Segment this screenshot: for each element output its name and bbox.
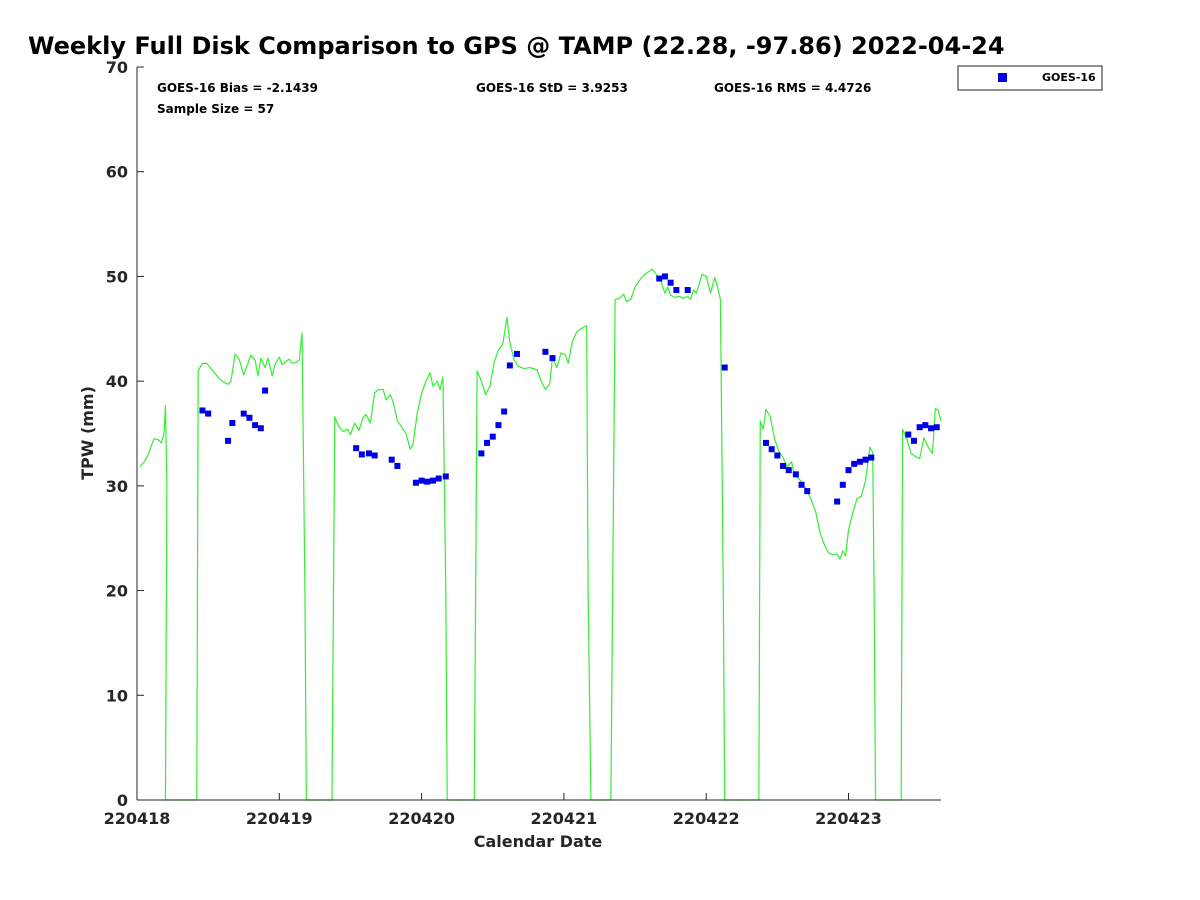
goes16-point-41 (792, 471, 799, 478)
goes16-point-38 (774, 452, 781, 459)
x-axis-ticks: 220418 220419 220420 220421 220422 220423 (104, 793, 882, 828)
goes16-point-0 (199, 407, 206, 414)
y-tick-label-40: 40 (106, 372, 128, 391)
goes16-point-32 (667, 279, 674, 286)
goes16-point-25 (501, 408, 508, 415)
goes16-point-56 (933, 424, 940, 431)
goes16-point-3 (229, 420, 236, 427)
x-tick-label-220420: 220420 (388, 809, 455, 828)
goes16-point-35 (721, 364, 728, 371)
goes16-point-45 (839, 481, 846, 488)
plot-background (137, 67, 941, 800)
gps-series (139, 268, 942, 801)
goes16-point-34 (684, 287, 691, 294)
goes16-point-16 (418, 477, 425, 484)
goes16-point-55 (928, 425, 935, 432)
goes16-point-5 (246, 414, 253, 421)
x-tick-label-220423: 220423 (815, 809, 882, 828)
goes16-point-13 (388, 456, 395, 463)
goes16-point-44 (834, 498, 841, 505)
goes16-point-4 (240, 410, 247, 417)
goes16-point-15 (412, 479, 419, 486)
goes16-point-18 (429, 477, 436, 484)
y-tick-label-70: 70 (106, 58, 128, 77)
goes16-point-52 (910, 437, 917, 444)
goes16-point-6 (252, 422, 259, 429)
plot-area: 0 10 20 30 40 50 60 70 220418 220419 220420 220421… (104, 58, 942, 828)
goes16-point-14 (394, 462, 401, 469)
goes16-point-29 (549, 355, 556, 362)
goes16-point-31 (661, 273, 668, 280)
goes16-point-47 (851, 460, 858, 467)
goes16-point-22 (484, 439, 491, 446)
goes16-point-9 (353, 445, 360, 452)
goes16-point-24 (495, 422, 502, 429)
goes16-point-40 (785, 467, 792, 474)
goes16-point-54 (922, 422, 929, 429)
goes16-point-42 (798, 481, 805, 488)
y-axis-ticks: 0 10 20 30 40 50 60 70 (106, 58, 144, 810)
rms-stat: GOES-16 RMS = 4.4726 (714, 81, 871, 95)
goes16-point-8 (262, 387, 269, 394)
y-tick-label-20: 20 (106, 582, 128, 601)
goes16-point-2 (225, 437, 232, 444)
legend: GOES-16 (957, 65, 1103, 91)
legend-goes16-label: GOES-16 (1042, 71, 1096, 84)
goes16-series (199, 273, 940, 505)
y-tick-label-0: 0 (117, 791, 128, 810)
goes16-point-19 (435, 475, 442, 482)
goes16-point-50 (868, 454, 875, 461)
goes16-point-11 (365, 450, 372, 457)
std-stat: GOES-16 StD = 3.9253 (476, 81, 628, 95)
y-axis-label: TPW (mm) (78, 386, 97, 480)
goes16-point-27 (513, 350, 520, 357)
legend-box (957, 65, 1103, 91)
x-tick-label-220421: 220421 (531, 809, 598, 828)
bias-stat: GOES-16 Bias = -2.1439 (157, 81, 318, 95)
legend-goes16-marker (998, 73, 1007, 82)
y-tick-label-60: 60 (106, 163, 128, 182)
goes16-point-53 (916, 424, 923, 431)
goes16-point-20 (442, 473, 449, 480)
goes16-point-12 (371, 452, 378, 459)
goes16-point-37 (768, 446, 775, 453)
x-tick-label-220419: 220419 (246, 809, 313, 828)
goes16-point-21 (478, 450, 485, 457)
x-tick-label-220418: 220418 (104, 809, 171, 828)
chart-title: Weekly Full Disk Comparison to GPS @ TAM… (28, 32, 1005, 60)
goes16-point-30 (656, 275, 663, 282)
goes16-point-17 (424, 478, 431, 485)
goes16-point-39 (780, 462, 787, 469)
goes16-point-43 (804, 488, 811, 495)
goes16-point-26 (506, 362, 513, 369)
goes16-point-33 (673, 287, 680, 294)
sample-size-stat: Sample Size = 57 (157, 102, 274, 116)
x-axis-label: Calendar Date (474, 832, 603, 851)
goes16-point-46 (845, 467, 852, 474)
goes16-point-28 (542, 348, 549, 355)
goes16-point-51 (905, 431, 912, 438)
x-tick-label-220422: 220422 (673, 809, 740, 828)
goes16-point-36 (762, 439, 769, 446)
gps-tpw-line (139, 268, 942, 801)
y-tick-label-50: 50 (106, 267, 128, 286)
goes16-point-49 (862, 456, 869, 463)
goes16-point-48 (856, 458, 863, 465)
y-tick-label-10: 10 (106, 686, 128, 705)
goes16-point-7 (257, 425, 264, 432)
y-tick-label-30: 30 (106, 477, 128, 496)
goes16-point-10 (358, 451, 365, 458)
goes16-point-23 (489, 433, 496, 440)
goes16-point-1 (205, 410, 212, 417)
